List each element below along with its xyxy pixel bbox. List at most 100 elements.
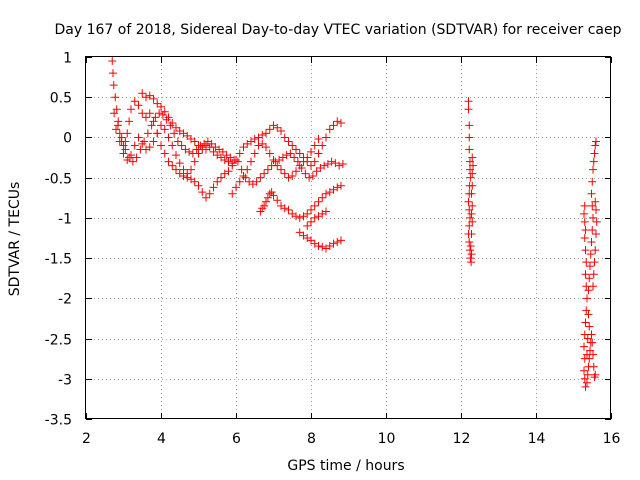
data-point [160,107,169,116]
data-point [260,169,269,178]
x-tick-label: 2 [82,431,91,447]
data-point [265,189,274,198]
data-point [329,239,338,248]
data-point [117,133,126,142]
y-tick-label: -0.5 [45,172,72,188]
data-point [260,201,269,210]
data-point [158,110,167,119]
data-point [111,93,120,102]
data-point [110,109,119,118]
data-point [468,153,477,162]
data-point [164,113,173,122]
data-point [183,131,192,140]
data-point [337,118,345,127]
data-point [467,250,476,259]
data-point [320,161,329,170]
data-point [164,133,173,142]
data-point [241,173,250,182]
data-point [580,201,589,210]
data-point [217,173,225,182]
data-point [581,225,590,234]
data-point [310,141,319,150]
data-point [588,177,597,186]
data-markers [108,57,601,391]
data-point [589,362,598,371]
data-point [592,229,600,238]
data-point [284,137,293,146]
data-point [295,149,304,158]
data-point [190,177,199,186]
data-point [292,167,300,176]
data-point [284,173,293,182]
x-tick-label: 16 [603,431,621,447]
data-point [295,161,304,170]
data-point [465,205,474,214]
data-point [149,117,158,126]
data-point [185,147,194,156]
data-point [580,374,589,383]
data-point [465,238,474,247]
y-tick-label: -3 [58,373,72,389]
data-point [250,135,259,144]
data-point [288,172,297,181]
data-point [179,165,188,174]
data-point [325,125,334,134]
data-point [310,157,319,166]
data-series [112,121,237,178]
data-point [338,159,347,168]
data-point [262,143,270,152]
data-point [295,228,304,237]
data-point [592,205,600,214]
data-point [258,139,267,148]
data-point [267,188,276,197]
data-point [584,310,593,319]
data-point [299,157,308,166]
data-point [589,282,597,291]
data-point [254,141,263,150]
data-point [314,149,323,158]
axis-ticks [86,57,612,420]
data-point [466,254,475,263]
data-point [112,125,120,134]
data-point [194,141,203,150]
data-point [147,121,156,130]
data-point [586,250,595,259]
data-point [466,173,475,182]
data-point [153,99,162,108]
data-point [183,169,192,178]
data-point [125,117,134,126]
data-point [580,209,588,218]
data-point [292,212,300,221]
x-tick-label: 14 [528,431,546,447]
data-point [588,225,597,234]
data-series [295,207,345,253]
data-point [588,201,597,210]
data-point [587,238,596,247]
data-point [303,209,312,218]
data-point [218,147,227,156]
data-point [583,294,591,303]
data-point [466,213,474,222]
data-point [589,213,597,222]
data-point [465,133,474,142]
data-point [243,165,252,174]
data-point [151,113,160,122]
data-point [318,141,327,150]
data-point [250,149,259,158]
y-tick-label: -3.5 [45,413,72,429]
data-point [468,201,477,210]
y-tick-label: -1.5 [45,252,72,268]
data-point [322,133,330,142]
data-point [310,201,319,210]
data-point [168,161,177,170]
y-tick-labels: -3.5 -3 -2.5 -2 -1.5 -1 -0.5 0 0.5 1 [45,51,72,429]
data-point [307,205,315,214]
data-series [228,135,323,198]
data-point [205,189,214,198]
data-point [252,177,261,186]
data-point [209,183,218,192]
data-point [307,147,315,156]
data-point [591,197,600,206]
data-point [198,188,207,197]
